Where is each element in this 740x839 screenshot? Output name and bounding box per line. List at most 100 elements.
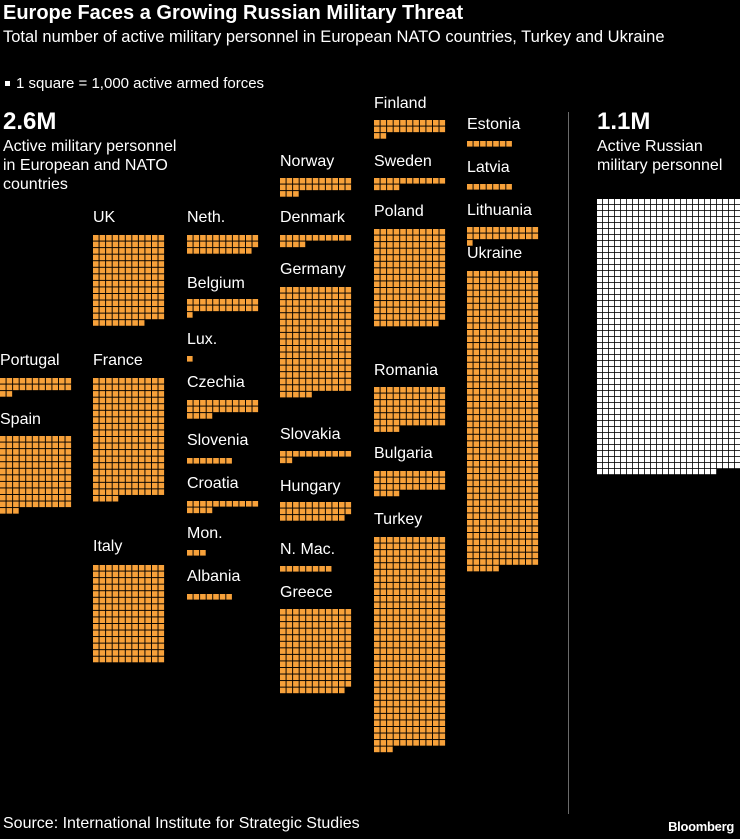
square-russia	[609, 337, 615, 343]
square-russia	[699, 403, 705, 409]
square-russia	[723, 205, 729, 211]
square-italy	[99, 610, 106, 617]
square-ukraine	[519, 506, 525, 513]
square-russia	[705, 421, 711, 427]
square-russia	[717, 439, 723, 445]
square-poland	[426, 307, 432, 314]
square-russia	[711, 397, 717, 403]
square-spain	[13, 442, 19, 449]
square-uk	[93, 248, 99, 254]
square-uk	[151, 293, 158, 300]
square-finland	[374, 133, 380, 139]
square-russia	[687, 265, 693, 271]
square-estonia	[480, 141, 486, 147]
square-russia	[723, 367, 729, 373]
square-italy	[93, 617, 99, 623]
square-france	[106, 410, 112, 417]
square-russia	[663, 271, 669, 277]
square-russia	[627, 283, 633, 289]
square-turkey	[374, 628, 380, 635]
square-slovakia	[306, 451, 312, 457]
square-russia	[717, 433, 723, 439]
square-russia	[615, 211, 621, 217]
square-russia	[699, 319, 705, 325]
square-romania	[393, 419, 400, 426]
square-greece	[332, 635, 338, 641]
square-ukraine	[499, 546, 506, 552]
square-france	[93, 489, 99, 495]
square-russia	[717, 199, 723, 205]
square-ukraine	[467, 428, 473, 434]
square-turkey	[387, 563, 393, 569]
square-turkey	[380, 615, 387, 622]
square-russia	[675, 241, 681, 247]
square-turkey	[400, 582, 406, 589]
square-ukraine	[499, 447, 506, 454]
square-ukraine	[499, 343, 506, 349]
square-russia	[633, 265, 639, 271]
square-romania	[406, 393, 413, 400]
square-neth	[206, 248, 213, 254]
square-portugal	[0, 384, 6, 391]
square-russia	[597, 469, 603, 475]
square-italy	[145, 610, 151, 617]
square-russia	[729, 397, 735, 403]
square-france	[145, 391, 151, 397]
square-ukraine	[480, 375, 486, 382]
square-russia	[681, 295, 687, 301]
square-romania	[439, 400, 446, 406]
square-italy	[138, 637, 145, 643]
square-spain	[0, 494, 6, 501]
square-russia	[723, 457, 729, 463]
square-germany	[306, 385, 312, 391]
square-ukraine	[467, 395, 473, 402]
square-russia	[723, 397, 729, 403]
square-russia	[675, 211, 681, 217]
square-russia	[633, 325, 639, 331]
square-greece	[325, 661, 332, 667]
square-ukraine	[512, 375, 519, 382]
square-russia	[639, 457, 645, 463]
square-russia	[627, 373, 633, 379]
square-russia	[735, 355, 740, 361]
square-ukraine	[525, 500, 532, 506]
square-russia	[681, 391, 687, 397]
square-greece	[299, 681, 306, 687]
square-ukraine	[506, 290, 512, 297]
square-germany	[312, 378, 319, 385]
square-france	[119, 443, 125, 450]
square-greece	[299, 687, 306, 694]
square-norway	[325, 178, 332, 184]
square-germany	[345, 319, 352, 326]
square-greece	[306, 661, 312, 667]
square-turkey	[393, 661, 400, 668]
square-russia	[711, 469, 717, 475]
square-poland	[432, 229, 439, 235]
square-italy	[112, 610, 119, 617]
square-russia	[675, 325, 681, 331]
square-russia	[669, 319, 675, 325]
square-russia	[621, 319, 627, 325]
square-spain	[32, 436, 39, 442]
square-turkey	[400, 576, 406, 582]
square-italy	[119, 610, 125, 617]
square-russia	[687, 403, 693, 409]
square-russia	[609, 325, 615, 331]
square-ukraine	[506, 519, 512, 526]
square-poland	[380, 261, 387, 268]
square-france	[112, 404, 119, 410]
square-russia	[705, 211, 711, 217]
square-russia	[603, 379, 609, 385]
square-greece	[345, 641, 352, 648]
square-ukraine	[499, 467, 506, 474]
square-italy	[132, 604, 138, 610]
square-russia	[651, 283, 657, 289]
square-uk	[106, 313, 112, 320]
square-ukraine	[532, 362, 539, 369]
square-russia	[645, 223, 651, 229]
square-russia	[735, 289, 740, 295]
square-norway	[299, 184, 306, 191]
square-ukraine	[467, 271, 473, 277]
square-turkey	[419, 543, 426, 550]
square-romania	[413, 419, 419, 426]
